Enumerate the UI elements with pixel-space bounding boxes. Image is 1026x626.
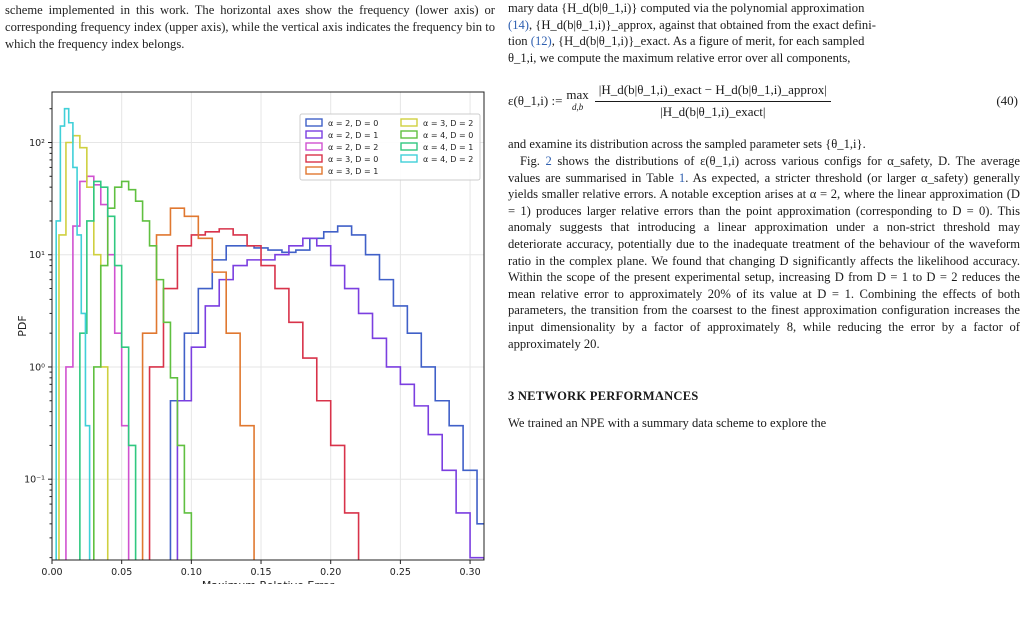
legend-label: α = 4, D = 0 bbox=[423, 131, 473, 140]
equation-ref-12[interactable]: (12) bbox=[530, 34, 552, 49]
legend-label: α = 2, D = 2 bbox=[328, 143, 378, 152]
legend-label: α = 4, D = 2 bbox=[423, 155, 473, 164]
legend-swatch bbox=[305, 154, 323, 163]
histogram-series-4 bbox=[141, 207, 255, 560]
legend-swatch bbox=[305, 130, 323, 139]
equation-40: ε(θ_1,i) := max d,b |H_d(b|θ_1,i)_exact … bbox=[508, 72, 1020, 130]
max-operator: max d,b bbox=[566, 87, 589, 113]
histogram-series-1 bbox=[176, 237, 484, 560]
histogram-figure: 0.00 0.05 0.10 0.15 0.20 0.25 0.30 10⁻¹ 10⁰ 10¹ 10… bbox=[0, 84, 500, 584]
histogram-series-6 bbox=[93, 180, 193, 560]
legend-label: α = 2, D = 1 bbox=[328, 131, 378, 140]
legend-swatch bbox=[305, 166, 323, 175]
equation-lhs: ε(θ_1,i) := bbox=[508, 93, 563, 109]
legend-swatch bbox=[400, 118, 418, 127]
legend-swatch bbox=[400, 154, 418, 163]
x-tick-label: 0.30 bbox=[459, 567, 480, 578]
caption-text: scheme implemented in this work. The hor… bbox=[5, 3, 495, 51]
legend-box bbox=[299, 113, 481, 181]
x-axis-label: Maximum Relative Error bbox=[202, 579, 335, 584]
y-tick-label: 10⁰ bbox=[29, 362, 45, 373]
legend-swatch bbox=[305, 142, 323, 151]
legend-label: α = 2, D = 0 bbox=[328, 119, 378, 128]
y-tick-label: 10¹ bbox=[29, 250, 45, 261]
equation-number: (40) bbox=[996, 93, 1018, 109]
section-first-line: We trained an NPE with a summary data sc… bbox=[508, 415, 827, 430]
x-tick-label: 0.15 bbox=[250, 567, 271, 578]
x-tick-label: 0.10 bbox=[181, 567, 202, 578]
histogram-series-2 bbox=[65, 175, 130, 560]
legend-swatch bbox=[400, 130, 418, 139]
legend-swatch bbox=[400, 142, 418, 151]
body-line-2: (14), {H_d(b|θ_1,i)}_approx, against tha… bbox=[508, 17, 876, 32]
table-ref-1[interactable]: 1 bbox=[678, 170, 686, 185]
figure-ref-2[interactable]: 2 bbox=[545, 153, 552, 168]
x-tick-label: 0.00 bbox=[41, 567, 62, 578]
x-tick-label: 0.05 bbox=[111, 567, 132, 578]
legend-label: α = 4, D = 1 bbox=[423, 143, 473, 152]
equation-ref-14[interactable]: (14) bbox=[508, 17, 529, 32]
histogram-series-8 bbox=[55, 107, 91, 560]
body-paragraph-1: and examine its distribution across the … bbox=[508, 137, 866, 152]
histogram-chart: 0.00 0.05 0.10 0.15 0.20 0.25 0.30 10⁻¹ 10⁰ 10¹ 10… bbox=[16, 91, 485, 584]
body-paragraph-2: Fig. 2 shows the distributions of ε(θ_1,… bbox=[508, 153, 1020, 351]
figure-caption-tail: scheme implemented in this work. The hor… bbox=[5, 2, 495, 53]
section-heading: 3 NETWORK PERFORMANCES bbox=[508, 389, 699, 404]
relative-error-fraction: |H_d(b|θ_1,i)_exact − H_d(b|θ_1,i)_appro… bbox=[594, 82, 831, 120]
legend-swatch bbox=[305, 118, 323, 127]
body-line-3: tion (12), {H_d(b|θ_1,i)}_exact. As a fi… bbox=[508, 34, 865, 49]
histogram-series-3 bbox=[148, 228, 360, 560]
x-tick-label: 0.20 bbox=[320, 567, 341, 578]
legend-label: α = 3, D = 0 bbox=[328, 155, 378, 164]
y-tick-label: 10⁻¹ bbox=[24, 475, 45, 486]
series-group bbox=[55, 107, 484, 560]
y-tick-label: 10² bbox=[29, 138, 45, 149]
right-column: mary data {H_d(b|θ_1,i)} computed via th… bbox=[508, 0, 1020, 431]
legend-label: α = 3, D = 2 bbox=[423, 119, 473, 128]
body-line-4: θ_1,i, we compute the maximum relative e… bbox=[508, 50, 851, 65]
body-line-1: mary data {H_d(b|θ_1,i)} computed via th… bbox=[508, 1, 865, 15]
legend-label: α = 3, D = 1 bbox=[328, 167, 378, 176]
histogram-series-7 bbox=[79, 180, 137, 560]
histogram-series-0 bbox=[169, 225, 484, 560]
x-tick-label: 0.25 bbox=[390, 567, 411, 578]
plot-frame bbox=[51, 91, 485, 561]
y-axis-label: PDF bbox=[16, 315, 29, 336]
